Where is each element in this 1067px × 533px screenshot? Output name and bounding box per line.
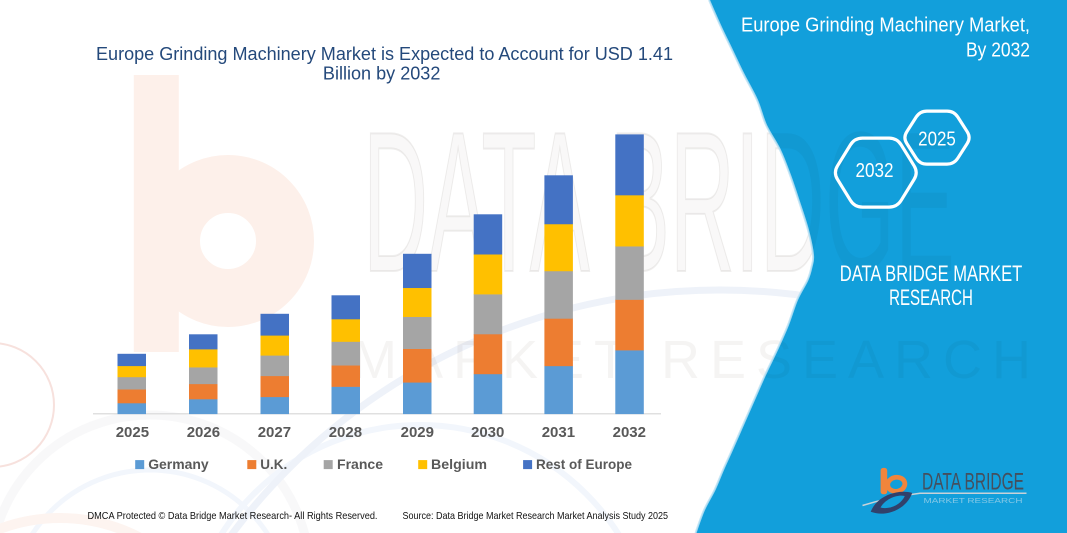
svg-text:Germany: Germany <box>148 456 209 472</box>
svg-text:2025: 2025 <box>116 424 149 441</box>
svg-text:2029: 2029 <box>401 424 434 441</box>
svg-text:Billion by 2032: Billion by 2032 <box>323 64 441 84</box>
svg-text:DATA BRIDGE: DATA BRIDGE <box>922 469 1024 496</box>
svg-text:RESEARCH: RESEARCH <box>889 285 973 310</box>
svg-text:Europe Grinding Machinery Mark: Europe Grinding Machinery Market, <box>741 15 1030 37</box>
svg-text:2028: 2028 <box>329 424 362 441</box>
svg-text:2032: 2032 <box>856 159 894 182</box>
svg-text:By 2032: By 2032 <box>966 40 1030 62</box>
svg-text:U.K.: U.K. <box>260 456 287 472</box>
svg-text:Source: Data Bridge Market Res: Source: Data Bridge Market Research Mark… <box>403 510 669 522</box>
svg-text:2031: 2031 <box>542 424 575 441</box>
svg-text:Europe Grinding Machinery Mark: Europe Grinding Machinery Market is Expe… <box>96 44 673 64</box>
svg-text:2032: 2032 <box>613 424 646 441</box>
svg-text:2026: 2026 <box>187 424 220 441</box>
svg-text:MARKET RESEARCH: MARKET RESEARCH <box>924 496 1023 505</box>
svg-text:2025: 2025 <box>918 128 956 150</box>
svg-text:Belgium: Belgium <box>431 456 487 472</box>
svg-text:Rest of Europe: Rest of Europe <box>536 456 632 472</box>
svg-text:2030: 2030 <box>471 424 504 441</box>
svg-text:2027: 2027 <box>258 424 291 441</box>
svg-text:France: France <box>337 456 383 472</box>
svg-text:DMCA Protected © Data Bridge M: DMCA Protected © Data Bridge Market Rese… <box>88 510 378 522</box>
svg-text:DATA BRIDGE MARKET: DATA BRIDGE MARKET <box>840 261 1023 286</box>
